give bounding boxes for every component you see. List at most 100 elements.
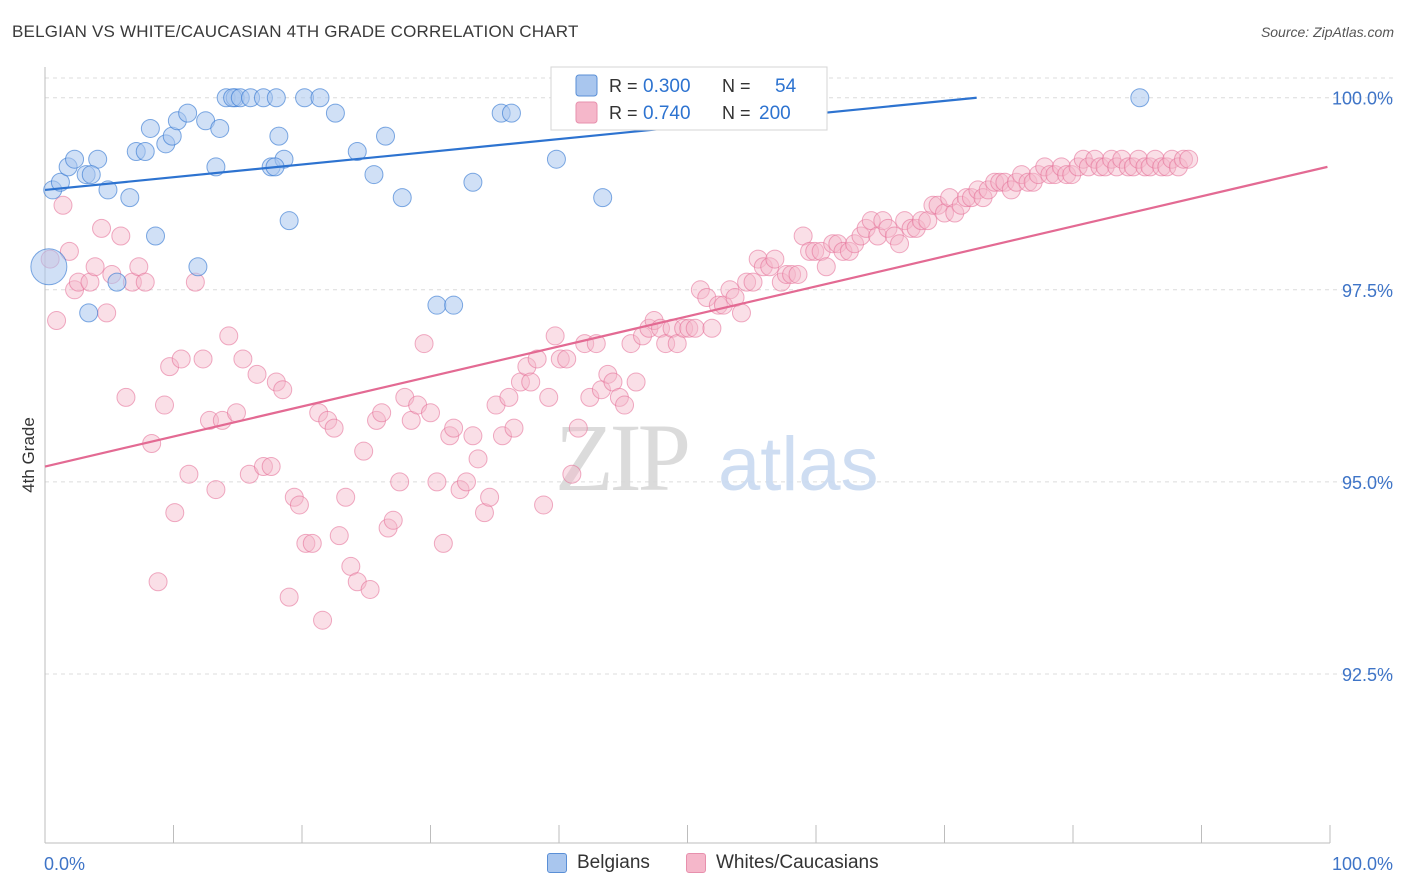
legend-item-belgians[interactable]: Belgians	[547, 852, 650, 874]
data-point-whites	[1078, 157, 1098, 177]
data-point-whites	[517, 357, 537, 377]
data-point-whites	[155, 395, 175, 415]
axes	[44, 67, 1331, 844]
data-point-belgians	[65, 149, 85, 169]
data-point-whites	[302, 533, 322, 553]
data-point-belgians	[427, 295, 447, 315]
data-point-whites	[1040, 165, 1060, 185]
data-point-whites	[895, 211, 915, 231]
data-point-whites	[545, 326, 565, 346]
data-point-whites	[266, 372, 286, 392]
data-point-whites	[116, 387, 136, 407]
data-point-whites	[504, 418, 524, 438]
data-point-whites	[534, 495, 554, 515]
data-point-belgians	[188, 257, 208, 277]
data-point-whites	[923, 195, 943, 215]
data-point-whites	[1057, 165, 1077, 185]
data-point-whites	[324, 418, 344, 438]
data-point-whites	[47, 311, 67, 331]
data-point-belgians	[210, 118, 230, 138]
data-point-whites	[480, 487, 500, 507]
data-point-whites	[171, 349, 191, 369]
data-point-whites	[788, 264, 808, 284]
data-point-whites	[372, 403, 392, 423]
y-axis-label: 4th Grade	[19, 417, 38, 493]
data-point-whites	[135, 272, 155, 292]
series-belgians	[30, 88, 1150, 323]
data-point-whites	[253, 457, 273, 477]
data-point-whites	[679, 318, 699, 338]
data-point-whites	[557, 349, 577, 369]
y-tick-label: 95.0%	[1342, 473, 1393, 493]
data-point-belgians	[1130, 88, 1150, 108]
data-point-belgians	[120, 188, 140, 208]
data-point-whites	[499, 387, 519, 407]
data-point-whites	[296, 533, 316, 553]
bottom-legend: Belgians Whites/Caucasians	[0, 852, 1406, 878]
data-point-whites	[80, 272, 100, 292]
data-point-whites	[1090, 157, 1110, 177]
data-point-whites	[1118, 157, 1138, 177]
data-point-belgians	[279, 211, 299, 231]
data-point-belgians	[98, 180, 118, 200]
data-point-whites	[1095, 157, 1115, 177]
data-point-belgians	[376, 126, 396, 146]
legend-n-value-2: 200	[759, 103, 791, 124]
tick-labels: 92.5% 95.0% 97.5% 100.0% 0.0% 100.0%	[44, 89, 1393, 874]
data-point-whites	[621, 334, 641, 354]
data-point-whites	[85, 257, 105, 277]
data-point-whites	[111, 226, 131, 246]
data-point-whites	[463, 426, 483, 446]
watermark-zip: ZIP	[555, 404, 688, 511]
data-point-belgians	[107, 272, 127, 292]
data-point-whites	[550, 349, 570, 369]
data-point-whites	[433, 533, 453, 553]
data-point-whites	[179, 464, 199, 484]
data-point-belgians	[146, 226, 166, 246]
data-point-whites	[1129, 149, 1149, 169]
legend-n-value-1: 54	[775, 76, 797, 97]
data-point-belgians	[546, 149, 566, 169]
y-tick-label: 97.5%	[1342, 281, 1393, 301]
data-point-belgians	[444, 295, 464, 315]
data-point-whites	[414, 334, 434, 354]
data-point-whites	[92, 218, 112, 238]
legend-swatch-whites	[686, 853, 706, 873]
data-point-whites	[702, 318, 722, 338]
data-point-whites	[845, 234, 865, 254]
data-point-whites	[562, 464, 582, 484]
data-point-whites	[148, 572, 168, 592]
data-point-whites	[765, 249, 785, 269]
data-point-whites	[890, 234, 910, 254]
chart-title: BELGIAN VS WHITE/CAUCASIAN 4TH GRADE COR…	[12, 22, 579, 41]
data-point-whites	[97, 303, 117, 323]
y-tick-label: 92.5%	[1342, 665, 1393, 685]
data-point-whites	[1012, 165, 1032, 185]
data-point-whites	[1112, 149, 1132, 169]
data-point-belgians	[593, 188, 613, 208]
data-point-whites	[568, 418, 588, 438]
data-point-whites	[940, 188, 960, 208]
stats-legend: R = 0.300 N = 54 R = 0.740 N = 200	[550, 66, 828, 131]
trend-line-whites	[44, 165, 1328, 468]
data-point-whites	[731, 303, 751, 323]
data-point-whites	[737, 272, 757, 292]
data-point-whites	[956, 188, 976, 208]
data-point-belgians	[463, 172, 483, 192]
data-point-whites	[336, 487, 356, 507]
data-point-whites	[165, 503, 185, 523]
data-point-whites	[206, 480, 226, 500]
x-tick-label: 100.0%	[1332, 854, 1393, 874]
data-point-whites	[985, 172, 1005, 192]
data-point-whites	[961, 188, 981, 208]
legend-swatch-belgians	[547, 853, 567, 873]
data-point-whites	[1045, 165, 1065, 185]
data-point-whites	[289, 495, 309, 515]
data-point-whites	[354, 441, 374, 461]
data-point-whites	[390, 472, 410, 492]
data-point-whites	[928, 195, 948, 215]
data-point-whites	[427, 472, 447, 492]
data-point-belgians	[347, 142, 367, 162]
legend-item-whites[interactable]: Whites/Caucasians	[686, 852, 879, 874]
data-point-belgians	[364, 165, 384, 185]
